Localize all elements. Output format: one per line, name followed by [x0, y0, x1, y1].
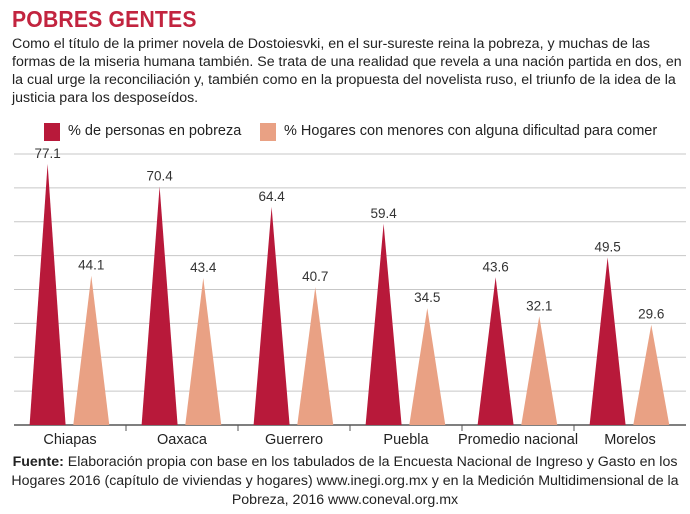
bar-poverty: [141, 186, 178, 425]
x-tick-label: Promedio nacional: [458, 432, 578, 448]
bar-poverty: [477, 277, 514, 425]
data-label: 70.4: [146, 169, 173, 184]
legend-label-poverty: % de personas en pobreza: [68, 123, 242, 139]
source-note: Fuente: Elaboración propia con base en l…: [0, 453, 690, 510]
data-label: 64.4: [258, 189, 285, 204]
bar-hunger: [73, 275, 110, 425]
data-label: 59.4: [370, 206, 397, 221]
legend-swatch-poverty: [44, 123, 60, 141]
bar-hunger: [409, 308, 446, 425]
data-label: 49.5: [594, 239, 620, 254]
data-label: 29.6: [638, 307, 664, 322]
x-tick-label: Oaxaca: [157, 432, 208, 448]
legend-label-hunger: % Hogares con menores con alguna dificul…: [284, 123, 658, 139]
data-label: 32.1: [526, 298, 552, 313]
bar-hunger: [297, 287, 334, 425]
bar-hunger: [185, 277, 222, 425]
bar-poverty: [253, 206, 290, 425]
data-label: 40.7: [302, 269, 328, 284]
data-label: 43.6: [482, 259, 508, 274]
data-label: 77.1: [34, 146, 60, 161]
bar-poverty: [589, 257, 626, 425]
page-title: POBRES GENTES: [12, 6, 197, 32]
bar-hunger: [633, 324, 670, 425]
x-tick-label: Chiapas: [43, 432, 96, 448]
data-label: 44.1: [78, 258, 104, 273]
x-tick-label: Guerrero: [265, 432, 323, 448]
bar-poverty: [365, 223, 402, 425]
x-tick-label: Morelos: [604, 432, 656, 448]
x-tick-label: Puebla: [383, 432, 429, 448]
data-label: 34.5: [414, 290, 440, 305]
data-label: 43.4: [190, 260, 217, 275]
bar-hunger: [521, 316, 558, 425]
page-subtitle: Como el título de la primer novela de Do…: [12, 36, 682, 106]
legend-swatch-hunger: [260, 123, 276, 141]
source-text: Elaboración propia con base en los tabul…: [11, 454, 679, 508]
bar-poverty: [29, 163, 66, 426]
source-label: Fuente:: [12, 454, 64, 470]
